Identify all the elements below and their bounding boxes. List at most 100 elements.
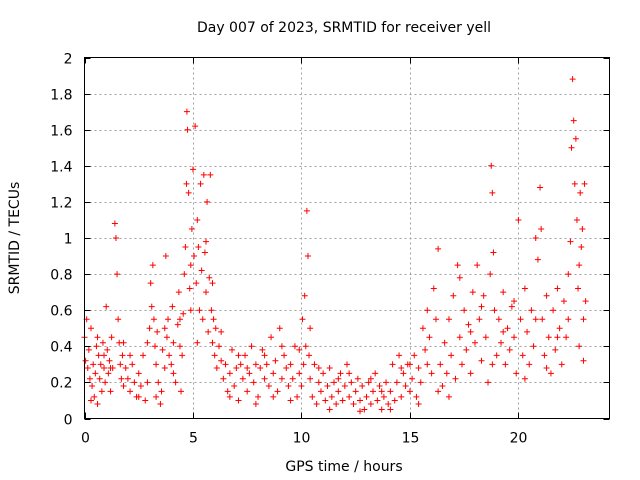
data-point bbox=[233, 364, 240, 371]
data-point bbox=[194, 339, 201, 346]
data-point bbox=[285, 383, 292, 390]
data-point bbox=[207, 171, 214, 178]
data-point bbox=[82, 357, 89, 364]
data-point bbox=[521, 375, 528, 382]
data-point bbox=[500, 289, 507, 296]
x-tick-label: 15 bbox=[402, 431, 420, 447]
data-point bbox=[445, 316, 452, 323]
y-tick-label: 1.6 bbox=[50, 124, 72, 140]
data-point bbox=[157, 401, 164, 408]
data-point bbox=[248, 343, 255, 350]
data-point bbox=[365, 379, 372, 386]
data-point bbox=[385, 401, 392, 408]
data-point bbox=[367, 401, 374, 408]
data-point bbox=[534, 256, 541, 263]
data-point bbox=[490, 249, 497, 256]
data-point bbox=[149, 262, 156, 269]
data-point bbox=[250, 379, 257, 386]
data-point bbox=[471, 339, 478, 346]
data-point bbox=[226, 370, 233, 377]
data-point bbox=[307, 325, 314, 332]
data-point bbox=[122, 364, 129, 371]
data-point bbox=[97, 361, 104, 368]
grid-lines bbox=[84, 57, 610, 419]
data-point bbox=[252, 401, 259, 408]
data-point bbox=[378, 406, 385, 413]
data-point bbox=[424, 361, 431, 368]
data-point bbox=[213, 364, 220, 371]
data-point bbox=[170, 339, 177, 346]
data-point bbox=[168, 361, 175, 368]
data-point bbox=[229, 346, 236, 353]
data-point bbox=[570, 117, 577, 124]
y-tick-label: 0 bbox=[64, 413, 73, 429]
data-point bbox=[413, 393, 420, 400]
data-point bbox=[185, 189, 192, 196]
data-point bbox=[424, 307, 431, 314]
data-point bbox=[135, 393, 142, 400]
data-point bbox=[511, 334, 518, 341]
data-point bbox=[261, 352, 268, 359]
data-point bbox=[441, 339, 448, 346]
data-point bbox=[265, 383, 272, 390]
data-point bbox=[572, 135, 579, 142]
data-point bbox=[326, 364, 333, 371]
data-point bbox=[330, 379, 337, 386]
data-point bbox=[296, 370, 303, 377]
data-point bbox=[175, 289, 182, 296]
data-point bbox=[415, 401, 422, 408]
data-point bbox=[339, 397, 346, 404]
data-point bbox=[244, 388, 251, 395]
data-point bbox=[456, 274, 463, 281]
data-point bbox=[140, 352, 147, 359]
data-point bbox=[461, 307, 468, 314]
y-tick-label: 0.6 bbox=[50, 304, 72, 320]
data-point bbox=[480, 292, 487, 299]
data-point bbox=[193, 280, 200, 287]
data-point bbox=[322, 397, 329, 404]
data-point bbox=[487, 271, 494, 278]
data-point bbox=[212, 325, 219, 332]
data-point bbox=[198, 267, 205, 274]
data-point bbox=[383, 379, 390, 386]
data-point bbox=[432, 316, 439, 323]
data-point bbox=[172, 379, 179, 386]
data-point bbox=[315, 364, 322, 371]
data-point bbox=[289, 375, 296, 382]
y-axis-label: SRMTID / TECUs bbox=[7, 182, 23, 295]
data-point bbox=[402, 383, 409, 390]
data-point bbox=[417, 379, 424, 386]
data-point bbox=[96, 375, 103, 382]
data-point bbox=[92, 370, 99, 377]
data-point bbox=[115, 316, 122, 323]
data-point bbox=[467, 370, 474, 377]
data-point bbox=[148, 303, 155, 310]
data-point bbox=[307, 375, 314, 382]
data-point bbox=[218, 357, 225, 364]
data-point bbox=[184, 126, 191, 133]
data-point bbox=[162, 253, 169, 260]
data-point bbox=[485, 379, 492, 386]
data-point bbox=[500, 328, 507, 335]
data-point bbox=[154, 328, 161, 335]
data-point bbox=[426, 334, 433, 341]
data-point bbox=[489, 189, 496, 196]
data-point bbox=[532, 235, 539, 241]
data-point bbox=[569, 76, 576, 83]
data-point bbox=[474, 262, 481, 269]
data-point bbox=[380, 393, 387, 400]
data-point bbox=[359, 383, 366, 390]
data-point bbox=[393, 379, 400, 386]
data-point bbox=[261, 375, 268, 382]
data-point bbox=[576, 343, 583, 350]
data-point bbox=[153, 361, 160, 368]
data-point bbox=[337, 370, 344, 377]
data-point bbox=[114, 271, 121, 278]
data-point bbox=[93, 343, 100, 350]
data-point bbox=[467, 328, 474, 335]
data-point bbox=[478, 357, 485, 364]
data-point bbox=[127, 352, 134, 359]
data-point bbox=[155, 379, 162, 386]
data-point bbox=[291, 343, 298, 350]
data-point bbox=[450, 292, 457, 299]
